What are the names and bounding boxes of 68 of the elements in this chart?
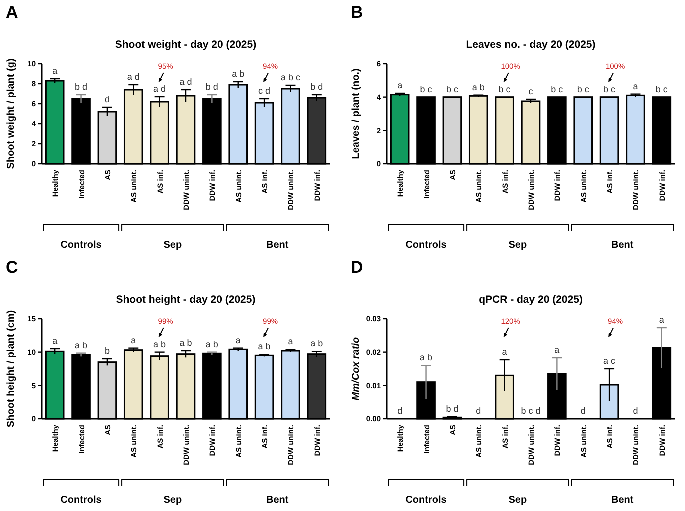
data-label: a b [258,342,271,352]
text: Sep [508,240,528,251]
data-label: b c [498,84,512,94]
data-label: b d [206,82,218,92]
data-label: a [131,335,136,346]
text: Sep [508,495,528,506]
data-label: b c [551,84,564,94]
text: Controls [60,495,102,506]
data-label: c d [258,86,271,96]
text: D [351,258,364,277]
text: Controls [60,240,102,251]
data-label: a d [127,72,140,82]
data-label: a d [154,84,166,94]
data-label: a b [232,69,245,79]
data-label: b c d [521,406,541,416]
chart-title: Shoot weight - day 20 (2025) [115,39,257,51]
data-label: a b [180,338,192,348]
data-label: b c [604,84,616,94]
text: Bent [612,495,634,506]
data-label: a [659,315,664,325]
text: Sep [164,240,182,251]
data-label: d [398,406,403,416]
text: Bent [266,495,290,506]
data-label: a d [180,77,192,87]
data-label: d [104,94,110,104]
data-label: a b [310,338,324,349]
data-label: b [104,346,110,356]
data-label: b c [446,84,459,94]
data-label: b d [310,82,324,92]
data-label: a b [206,339,218,350]
text: Controls [406,495,448,506]
data-label: b d [75,82,88,92]
y-axis-title: Shoot weight / plant (g) [6,58,17,170]
data-label: a [52,336,58,346]
data-label: a b [75,340,88,350]
chart-title: qPCR - day 20 (2025) [479,294,583,306]
data-label: a c [604,356,616,366]
data-label: b c [420,84,433,94]
data-label: a [52,66,58,76]
data-label: d [476,406,482,416]
text: Controls [406,240,448,251]
data-label: a [288,336,294,347]
chart-title: Shoot height - day 20 (2025) [116,294,256,306]
data-label: d [580,406,586,416]
data-label: a [633,81,638,92]
y-axis-title: Shoot height / plant (cm) [6,310,17,428]
data-label: a [502,347,508,357]
data-label: a b [154,339,166,350]
y-axis-title: Mm/Cox ratio [351,337,362,401]
data-label: c [528,86,534,96]
text: Sep [164,495,182,506]
data-label: b c [656,84,668,94]
data-label: b d [446,404,459,414]
data-label: a [398,80,403,90]
data-label: a b c [280,72,301,82]
data-label: a b [472,82,485,92]
text: A [6,3,18,22]
data-label: a [236,335,241,346]
text: Bent [612,240,634,251]
text: Bent [266,240,290,251]
chart-title: Leaves no. - day 20 (2025) [466,39,596,51]
data-label: a b [420,352,433,363]
text: C [6,258,18,277]
data-label: d [633,406,638,416]
data-label: a [554,345,560,355]
y-axis-title: Leaves / plant (no.) [351,68,362,160]
data-label: b c [577,84,590,94]
text: B [351,3,364,22]
